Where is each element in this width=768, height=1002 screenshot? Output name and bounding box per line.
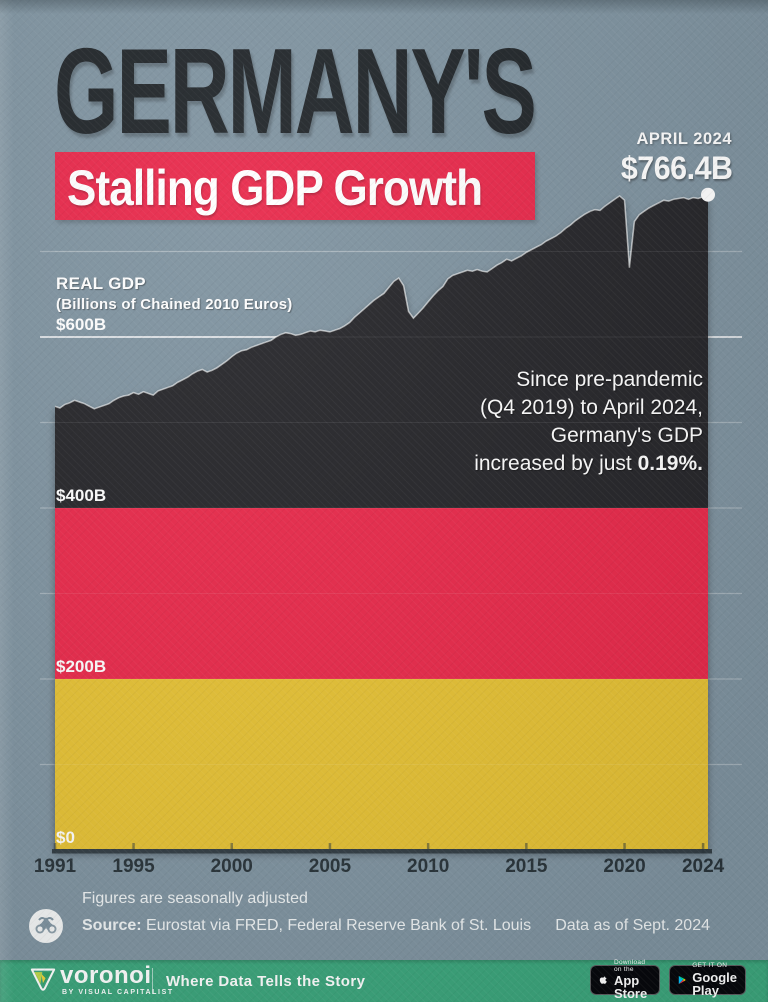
app-store-badge[interactable]: Download on the App Store (590, 959, 660, 1000)
google-play-line1: GET IT ON (692, 962, 728, 970)
google-play-badge[interactable]: GET IT ON Google Play (669, 962, 746, 998)
y-axis-label-200: $200B (56, 657, 106, 676)
annotation-line: Since pre-pandemic (516, 368, 703, 391)
x-tick-label-2005: 2005 (309, 856, 352, 877)
flag-red-band (55, 508, 708, 679)
chart-subtitle: (Billions of Chained 2010 Euros) (56, 296, 293, 313)
x-tick-label-1995: 1995 (112, 856, 155, 877)
voronoi-logo-icon (30, 968, 56, 991)
annotation-line: Germany's GDP (550, 423, 703, 447)
x-tick-label-2015: 2015 (505, 856, 548, 877)
y-axis-label-400: $400B (56, 486, 106, 505)
apple-icon (599, 976, 607, 984)
x-tick-label-1991: 1991 (34, 856, 77, 877)
latest-value-callout: APRIL 2024 $766.4B (615, 130, 732, 187)
google-play-line2: Google Play (692, 969, 737, 998)
axis-title-block: REAL GDP (Billions of Chained 2010 Euros… (56, 274, 292, 313)
y-axis-label-0: $0 (56, 828, 75, 847)
y-axis-label-600: $600B (56, 315, 106, 334)
google-play-icon (678, 975, 686, 985)
end-point-dot (701, 187, 715, 202)
page-subtitle: Stalling GDP Growth (67, 160, 483, 216)
annotation-line: (Q4 2019) to April 2024, (480, 395, 703, 419)
chart-annotation: Since pre-pandemic (Q4 2019) to April 202… (474, 366, 703, 478)
binoculars-icon (29, 909, 63, 943)
annotation-line: increased by just 0.19%. (474, 451, 703, 475)
data-as-of: Data as of Sept. 2024 (555, 917, 710, 934)
x-axis-line (52, 849, 712, 854)
brand-tagline: Where Data Tells the Story (166, 973, 366, 990)
app-store-line1: Download on the (613, 959, 646, 973)
brand-subtext: BY VISUAL CAPITALIST (62, 989, 174, 996)
divider (152, 968, 153, 994)
x-tick-label-2024: 2024 (682, 856, 725, 877)
x-tick-label-2020: 2020 (603, 856, 645, 877)
subtitle-banner: Stalling GDP Growth (55, 152, 535, 220)
chart-title: REAL GDP (56, 274, 146, 293)
x-tick-label-2000: 2000 (211, 856, 253, 877)
brand-name[interactable]: voronoi (60, 962, 152, 989)
x-tick-label-2010: 2010 (407, 856, 449, 877)
source-label: Source: (82, 917, 142, 934)
flag-gold-band (55, 679, 708, 850)
callout-value: $766.4B (620, 150, 732, 186)
footer-note: Figures are seasonally adjusted (82, 890, 308, 907)
footer-source: Source: Eurostat via FRED, Federal Reser… (82, 917, 531, 935)
source-text: Eurostat via FRED, Federal Reserve Bank … (141, 917, 532, 934)
brand-bar: voronoi BY VISUAL CAPITALIST Where Data … (0, 959, 768, 1002)
callout-date: APRIL 2024 (636, 130, 732, 148)
app-store-line2: App Store (613, 973, 648, 1001)
gdp-area-group (54, 194, 709, 850)
page-title: GERMANY'S (54, 23, 537, 159)
gdp-line (54, 194, 709, 410)
